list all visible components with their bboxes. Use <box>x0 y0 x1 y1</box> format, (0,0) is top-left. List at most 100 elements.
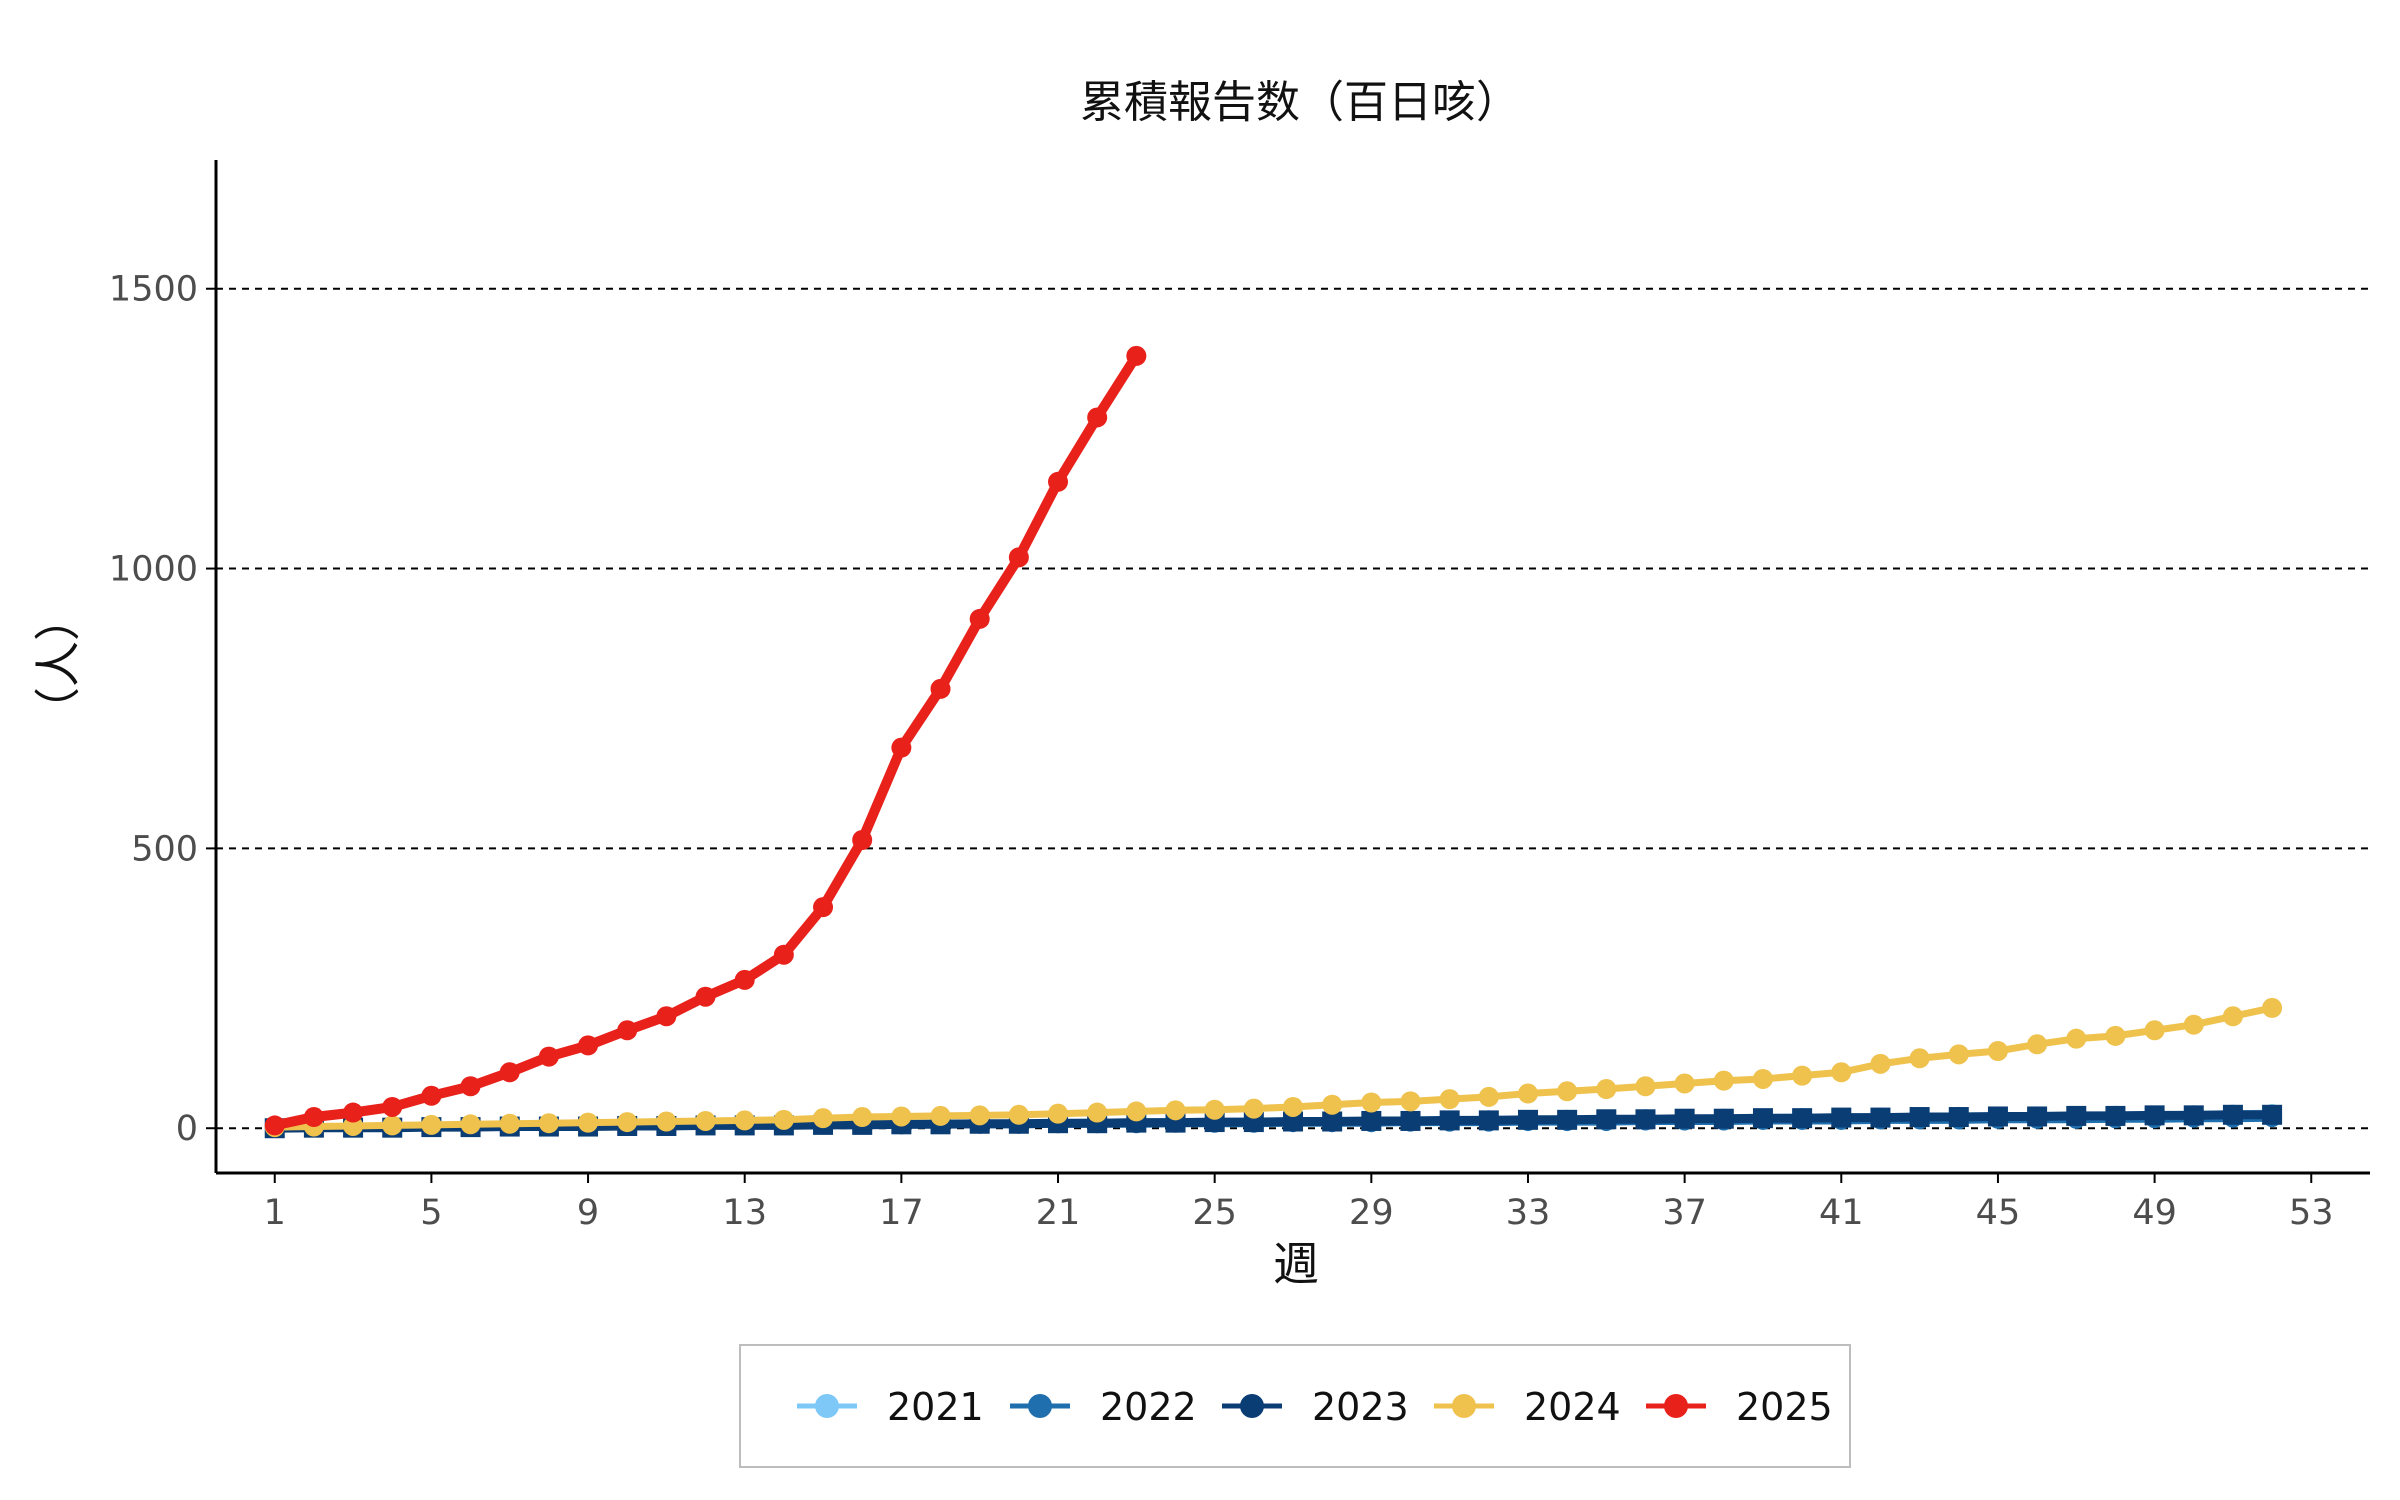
point-2025 <box>852 829 873 850</box>
point-2024 <box>2105 1025 2126 1046</box>
legend-item-2021: 2021 <box>797 1385 984 1429</box>
gridlines <box>216 287 2370 1130</box>
point-2024 <box>1752 1068 1773 1089</box>
point-2023 <box>2222 1104 2243 1125</box>
legend-label: 2025 <box>1736 1385 1833 1429</box>
x-tick-label: 21 <box>1036 1193 1081 1233</box>
point-2024 <box>1517 1083 1538 1104</box>
point-2024 <box>1478 1086 1499 1107</box>
point-2024 <box>1948 1044 1969 1065</box>
point-2025 <box>656 1006 677 1027</box>
point-2023 <box>1674 1108 1695 1129</box>
series-line-2024 <box>271 1004 2276 1131</box>
point-2024 <box>2144 1020 2165 1041</box>
x-tick-label: 13 <box>722 1193 767 1233</box>
legend-swatch-marker <box>1028 1394 1052 1418</box>
x-axis-title: 週 <box>1273 1237 1319 1291</box>
y-tick-label: 1000 <box>109 550 198 590</box>
point-2025 <box>930 678 951 699</box>
y-axis-title: （人） <box>31 595 85 733</box>
point-2023 <box>1987 1106 2008 1127</box>
point-2025 <box>695 986 716 1007</box>
point-2024 <box>969 1105 990 1126</box>
series-2024 <box>264 997 2283 1138</box>
point-2023 <box>1283 1111 1303 1132</box>
legend: 2021 2022 2023 2024 2025 <box>797 1385 1833 1429</box>
point-2024 <box>2262 997 2283 1018</box>
point-2024 <box>1361 1092 1382 1113</box>
point-2025 <box>460 1076 481 1097</box>
y-tick-label: 0 <box>176 1109 198 1149</box>
x-tick-label: 49 <box>2132 1193 2177 1233</box>
point-2025 <box>1087 407 1108 428</box>
point-2023 <box>1361 1110 1382 1131</box>
legend-item-2023: 2023 <box>1222 1385 1409 1429</box>
point-2023 <box>2183 1105 2204 1126</box>
x-tick-label: 45 <box>1976 1193 2021 1233</box>
chart-title: 累積報告数（百日咳） <box>1080 77 1520 128</box>
point-2025 <box>1048 471 1069 492</box>
x-tick-label: 37 <box>1662 1193 1707 1233</box>
point-2023 <box>2262 1104 2283 1125</box>
point-2024 <box>1008 1104 1029 1125</box>
point-2023 <box>1478 1110 1499 1131</box>
point-2024 <box>1674 1073 1695 1094</box>
point-2025 <box>538 1046 559 1067</box>
point-2024 <box>382 1115 403 1136</box>
point-2024 <box>1087 1102 1108 1123</box>
x-tick-label: 17 <box>879 1193 924 1233</box>
point-2024 <box>538 1113 559 1134</box>
x-tick-label: 1 <box>264 1193 286 1233</box>
point-2023 <box>1400 1110 1421 1131</box>
point-2024 <box>813 1108 834 1129</box>
legend-swatch-marker <box>1240 1394 1264 1418</box>
point-2024 <box>1831 1062 1852 1083</box>
legend-swatch-marker <box>815 1394 839 1418</box>
point-2025 <box>813 897 834 918</box>
point-2024 <box>1870 1053 1891 1074</box>
point-2024 <box>891 1106 912 1127</box>
x-tick-label: 29 <box>1349 1193 1394 1233</box>
x-tick-label: 9 <box>577 1193 599 1233</box>
point-2024 <box>499 1113 520 1134</box>
point-2023 <box>1870 1107 1891 1128</box>
legend-label: 2021 <box>887 1385 984 1429</box>
point-2023 <box>2105 1105 2126 1126</box>
point-2025 <box>499 1062 520 1083</box>
point-2024 <box>1635 1076 1656 1097</box>
point-2023 <box>1948 1107 1969 1128</box>
point-2024 <box>2183 1014 2204 1035</box>
point-2024 <box>2027 1034 2048 1055</box>
point-2023 <box>1557 1109 1578 1130</box>
point-2025 <box>617 1020 638 1041</box>
point-2024 <box>695 1110 716 1131</box>
point-2024 <box>1243 1098 1264 1119</box>
point-2023 <box>1635 1109 1656 1130</box>
point-2025 <box>343 1102 364 1123</box>
point-2023 <box>1831 1107 1852 1128</box>
point-2025 <box>382 1096 403 1117</box>
point-2024 <box>421 1114 442 1135</box>
legend-label: 2023 <box>1312 1385 1409 1429</box>
point-2024 <box>578 1112 599 1133</box>
x-tick-label: 41 <box>1819 1193 1864 1233</box>
point-2024 <box>1792 1065 1813 1086</box>
x-tick-label: 33 <box>1506 1193 1551 1233</box>
point-2024 <box>1713 1070 1734 1091</box>
legend-item-2024: 2024 <box>1434 1385 1621 1429</box>
point-2025 <box>734 969 755 990</box>
series-2025 <box>264 345 1147 1136</box>
point-2025 <box>578 1035 599 1056</box>
point-2024 <box>617 1112 638 1133</box>
point-2024 <box>1439 1089 1460 1110</box>
y-tick-label: 1500 <box>109 270 198 310</box>
point-2024 <box>1909 1048 1930 1069</box>
point-2023 <box>1909 1107 1930 1128</box>
series-layer <box>264 345 2283 1139</box>
legend-label: 2022 <box>1100 1385 1197 1429</box>
point-2023 <box>1322 1111 1343 1132</box>
point-2025 <box>303 1107 324 1128</box>
x-tick-label: 25 <box>1192 1193 1237 1233</box>
point-2025 <box>421 1085 442 1106</box>
point-2023 <box>2144 1105 2165 1126</box>
